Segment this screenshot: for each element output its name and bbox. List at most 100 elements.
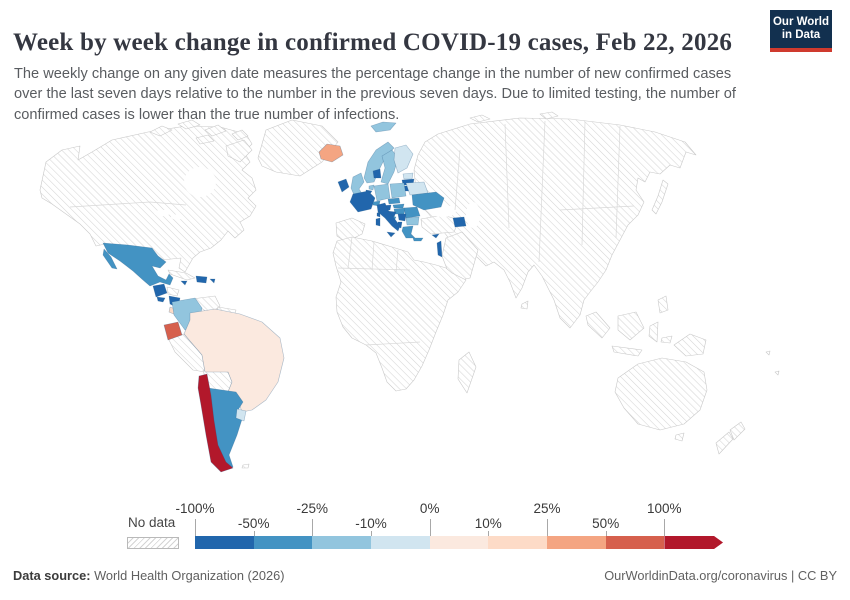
region-pacific-islands-nodata: [765, 350, 780, 376]
country-denmark[interactable]: [372, 168, 382, 179]
legend-tick: [605, 531, 607, 536]
legend-color-bar: [195, 536, 723, 549]
country-netherlands[interactable]: [368, 184, 375, 191]
legend-tick: [664, 519, 666, 536]
legend-bin-7[interactable]: [605, 536, 665, 549]
legend-tick-label: 100%: [647, 501, 682, 516]
country-romania[interactable]: [403, 206, 421, 219]
border-asia-lines: [454, 120, 635, 263]
country-chile[interactable]: [197, 373, 234, 473]
country-armenia[interactable]: [452, 216, 467, 228]
legend-bin-0[interactable]: [195, 536, 254, 549]
country-united-kingdom[interactable]: [350, 172, 365, 198]
legend-bin-1[interactable]: [253, 536, 313, 549]
legend-tick-label: 10%: [474, 516, 502, 531]
region-cuba-nodata: [167, 269, 196, 281]
legend-tick: [547, 519, 548, 536]
country-poland[interactable]: [389, 182, 407, 199]
legend-tick: [253, 531, 255, 536]
country-ecuador[interactable]: [163, 321, 183, 341]
legend-bin-2[interactable]: [312, 536, 372, 549]
country-france[interactable]: [349, 190, 376, 213]
border-africa-lines: [337, 236, 421, 346]
region-madagascar-nodata: [457, 351, 477, 394]
legend-tick-label: -25%: [296, 501, 329, 516]
country-mexico[interactable]: [102, 242, 174, 287]
country-estonia[interactable]: [402, 172, 414, 180]
legend-bin-5[interactable]: [488, 536, 548, 549]
country-haiti[interactable]: [195, 275, 208, 284]
country-sweden[interactable]: [380, 149, 399, 185]
region-africa-nodata: [332, 236, 467, 392]
credit-link[interactable]: OurWorldinData.org/coronavirus | CC BY: [604, 568, 837, 583]
region-new-guinea-nodata: [673, 333, 707, 357]
legend-tick: [488, 531, 490, 536]
country-guatemala[interactable]: [152, 283, 168, 298]
legend-tick-label: 50%: [592, 516, 620, 531]
legend-bin-4[interactable]: [429, 536, 489, 549]
no-data-swatch[interactable]: [127, 537, 179, 549]
legend-tick: [371, 531, 372, 536]
country-iceland[interactable]: [318, 143, 344, 163]
country-belarus[interactable]: [405, 181, 429, 196]
region-japan-nodata: [651, 179, 669, 215]
country-cyprus[interactable]: [431, 233, 440, 239]
map-legend: No data -100% -50% -25% -10% 0% 10% 25% …: [0, 500, 850, 556]
country-serbia[interactable]: [397, 213, 407, 222]
region-arctic-islands-nodata: [149, 119, 253, 163]
country-puerto-rico[interactable]: [209, 278, 216, 284]
country-bulgaria[interactable]: [405, 216, 420, 226]
region-sri-lanka-nodata: [520, 300, 529, 310]
region-indonesia-nodata: [585, 311, 673, 357]
country-finland[interactable]: [393, 144, 414, 174]
legend-tick-label: -50%: [237, 516, 270, 531]
country-italy[interactable]: [375, 202, 401, 238]
country-el-salvador[interactable]: [156, 296, 166, 303]
country-ireland[interactable]: [337, 178, 350, 193]
legend-bin-8[interactable]: [664, 536, 723, 549]
data-source-value: World Health Organization (2026): [90, 568, 285, 583]
owid-logo-line1: Our World: [772, 16, 829, 28]
country-uruguay[interactable]: [235, 408, 247, 422]
legend-bin-3[interactable]: [371, 536, 430, 549]
country-israel[interactable]: [436, 240, 443, 258]
page-title: Week by week change in confirmed COVID-1…: [13, 28, 733, 56]
world-map: [39, 111, 780, 473]
country-germany[interactable]: [373, 183, 391, 202]
country-jamaica[interactable]: [180, 280, 188, 286]
owid-logo[interactable]: Our World in Data: [770, 10, 832, 52]
region-iberia-nodata: [335, 217, 366, 243]
legend-tick: [312, 519, 314, 536]
legend-tick-label: -10%: [355, 516, 387, 531]
country-greece[interactable]: [401, 225, 424, 242]
data-source-label: Data source:: [13, 568, 91, 583]
region-philippines-nodata: [657, 295, 669, 314]
legend-tick: [429, 519, 431, 536]
region-arabia-nodata: [441, 231, 479, 283]
country-svalbard[interactable]: [370, 121, 397, 133]
chart-subtitle: The weekly change on any given date meas…: [14, 65, 736, 123]
country-ukraine[interactable]: [411, 191, 445, 211]
legend-tick: [195, 519, 196, 536]
region-tasmania-nodata: [674, 432, 685, 442]
border-us-canada: [69, 201, 187, 208]
great-lakes-east: [171, 214, 183, 220]
region-russia-arctic-islands-nodata: [469, 111, 559, 123]
legend-bin-6[interactable]: [547, 536, 606, 549]
region-honduras-nodata: [166, 286, 180, 297]
data-source: Data source: World Health Organization (…: [13, 568, 284, 583]
no-data-label: No data: [128, 515, 176, 530]
region-falkland-nodata: [241, 463, 250, 469]
owid-logo-line2: in Data: [781, 29, 821, 41]
hudson-bay: [184, 167, 216, 197]
owid-logo-accent-bar: [770, 48, 832, 52]
country-slovakia[interactable]: [392, 203, 405, 209]
great-lakes: [154, 209, 170, 217]
legend-tick-label: 0%: [419, 501, 440, 516]
region-australia-nodata: [614, 357, 708, 431]
country-czechia[interactable]: [387, 197, 401, 205]
black-sea: [430, 205, 456, 217]
region-new-zealand-nodata: [715, 421, 746, 455]
caspian-sea: [466, 202, 480, 228]
legend-tick-label: 25%: [533, 501, 561, 516]
